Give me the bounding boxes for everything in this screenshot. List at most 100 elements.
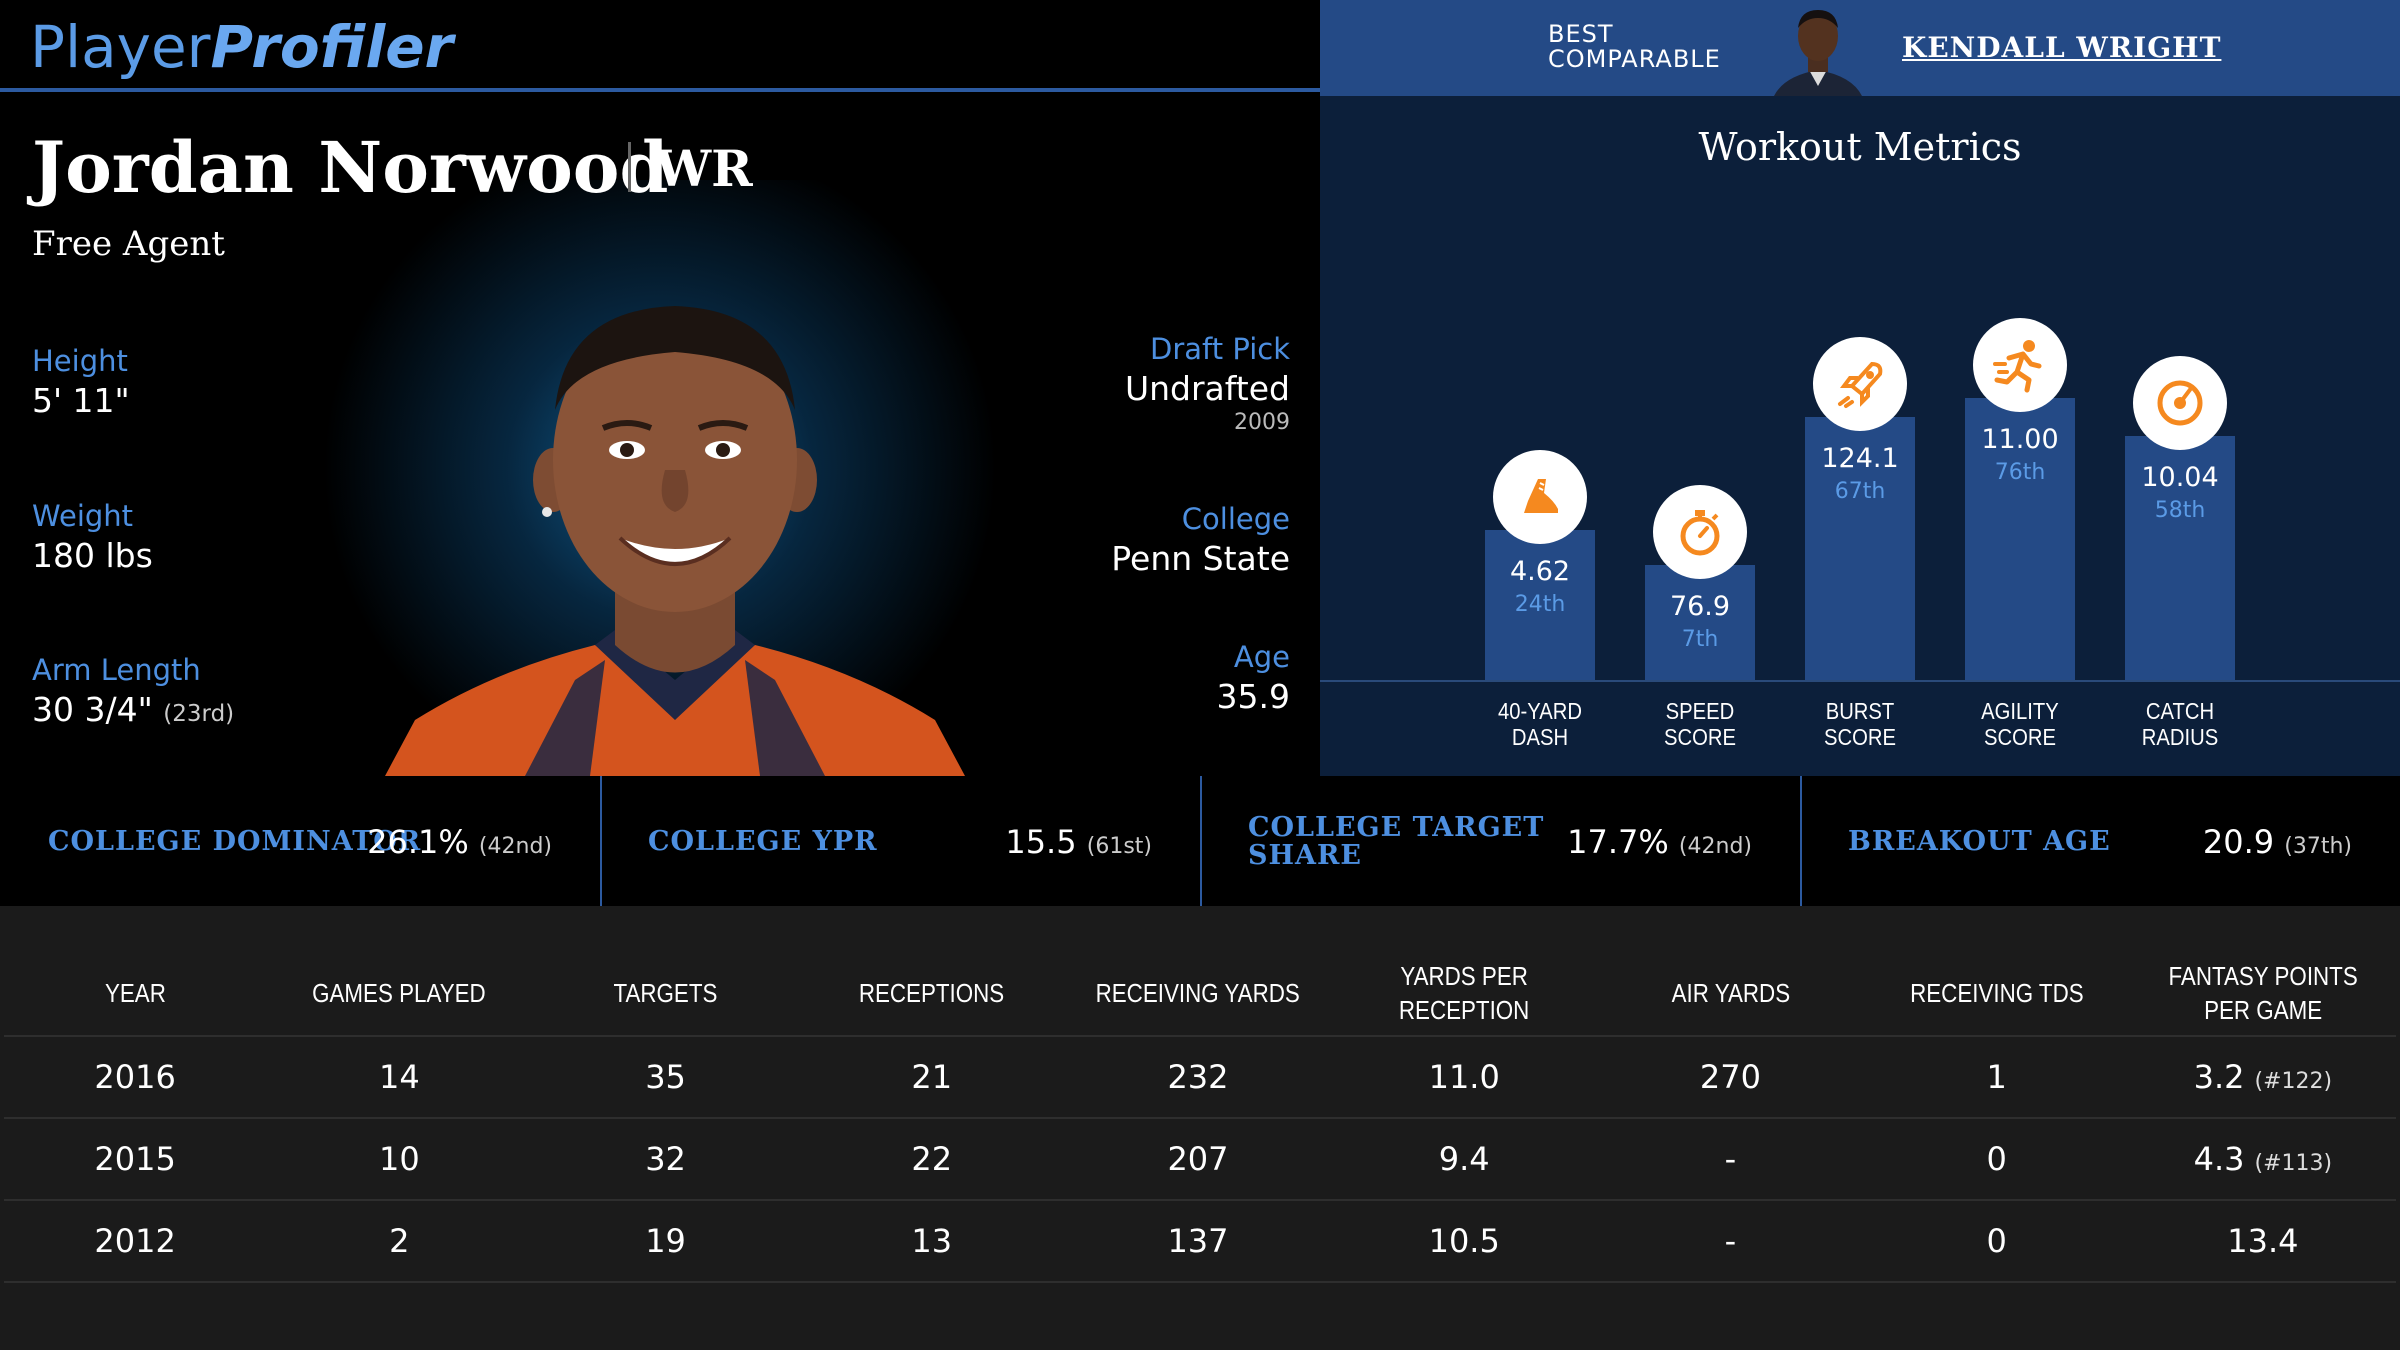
player-team: Free Agent bbox=[32, 224, 225, 264]
target-icon bbox=[2133, 356, 2227, 450]
arm-length-label: Arm Length bbox=[32, 653, 201, 687]
workout-metric-value: 124.1 bbox=[1821, 443, 1899, 474]
fpg-value: 13.4 bbox=[2227, 1222, 2299, 1260]
cell-receptions: 21 bbox=[798, 1036, 1065, 1119]
col-header-year[interactable]: YEAR bbox=[4, 950, 267, 1037]
college-label: College bbox=[1181, 502, 1290, 536]
cell-targets: 19 bbox=[532, 1200, 799, 1283]
arm-length-value-wrap: 30 3/4" (23rd) bbox=[32, 689, 332, 735]
college-stat-value: 15.5 (61st) bbox=[1005, 822, 1152, 867]
college-stat-label-line2: SHARE bbox=[1248, 840, 1362, 871]
workout-metric-label-line1: AGILITY bbox=[1981, 698, 2059, 724]
col-header-fantasy-points-per-game[interactable]: FANTASY POINTS PER GAME bbox=[2129, 950, 2396, 1037]
table-row[interactable]: 2015 10 32 22 207 9.4-0 4.3 (#113) bbox=[4, 1118, 2396, 1201]
cell-air: 270 bbox=[1597, 1036, 1864, 1119]
workout-metric-rank: 7th bbox=[1681, 627, 1719, 652]
draft-pick-label: Draft Pick bbox=[1150, 332, 1290, 366]
college-stat-label-line1: COLLEGE YPR bbox=[648, 826, 878, 857]
rocket-icon bbox=[1813, 337, 1907, 431]
cell-year: 2015 bbox=[4, 1118, 267, 1201]
arm-length-value: 30 3/4" bbox=[32, 690, 153, 729]
workout-metric-label-line2: SCORE bbox=[1984, 724, 2056, 750]
college-stat-number: 26.1% bbox=[367, 823, 479, 861]
workout-metric-2[interactable]: 76.9 7th bbox=[1645, 0, 1755, 680]
college-stat-number: 17.7% bbox=[1567, 823, 1679, 861]
cell-fpg: 13.4 bbox=[2129, 1200, 2396, 1283]
comparable-avatar[interactable] bbox=[1764, 6, 1872, 96]
best-comparable-label: BEST COMPARABLE bbox=[1548, 22, 1788, 72]
weight-value: 180 lbs bbox=[32, 536, 153, 575]
workout-metric-label-line1: CATCH bbox=[2145, 698, 2215, 724]
workout-metric-label-line2: DASH bbox=[1511, 724, 1569, 750]
college-stat-cell: COLLEGE YPR 15.5 (61st) bbox=[600, 776, 1200, 906]
table-row[interactable]: 2012 2 19 13 137 10.5-0 13.4 bbox=[4, 1200, 2396, 1283]
cell-tds: 0 bbox=[1863, 1200, 2130, 1283]
college-stat-rank: (61st) bbox=[1086, 834, 1152, 859]
col-header-receptions[interactable]: RECEPTIONS bbox=[798, 950, 1065, 1037]
workout-metric-label-line1: SPEED bbox=[1665, 698, 1735, 724]
col-header-games-played[interactable]: GAMES PLAYED bbox=[266, 950, 533, 1037]
cell-year: 2012 bbox=[4, 1200, 267, 1283]
cell-yards: 137 bbox=[1064, 1200, 1332, 1283]
table-row[interactable]: 2016 14 35 21 232 11.0 270 1 3.2 (#122) bbox=[4, 1036, 2396, 1119]
height-label: Height bbox=[32, 344, 128, 378]
workout-chart-baseline bbox=[1320, 680, 2400, 682]
college-stat-label: COLLEGE TARGET SHARE bbox=[1248, 814, 1544, 870]
college-stat-divider bbox=[1200, 776, 1202, 906]
col-header-receiving-yards[interactable]: RECEIVING YARDS bbox=[1064, 950, 1332, 1037]
col-header-receiving-tds[interactable]: RECEIVING TDS bbox=[1863, 950, 2130, 1037]
col-header-targets[interactable]: TARGETS bbox=[532, 950, 799, 1037]
workout-metric-label: SPEED SCORE bbox=[1630, 698, 1771, 750]
table-header-row: YEAR GAMES PLAYED TARGETS RECEPTIONS REC… bbox=[4, 950, 2396, 1037]
workout-bar bbox=[1965, 398, 2075, 680]
col-header-yards-per-reception[interactable]: YARDS PER RECEPTION bbox=[1331, 950, 1598, 1037]
college-stat-value: 17.7% (42nd) bbox=[1567, 822, 1752, 867]
workout-metric-label-line2: RADIUS bbox=[2141, 724, 2219, 750]
workout-metric-1[interactable]: 4.62 24th bbox=[1485, 0, 1595, 680]
college-stat-cell: COLLEGE DOMINATOR 26.1% (42nd) bbox=[0, 776, 600, 906]
college-stat-divider bbox=[600, 776, 602, 906]
workout-metric-label: CATCH RADIUS bbox=[2110, 698, 2251, 750]
fpg-value: 3.2 bbox=[2193, 1058, 2245, 1096]
cell-games: 2 bbox=[266, 1200, 533, 1283]
college-stat-rank: (42nd) bbox=[1678, 834, 1752, 859]
height-value: 5' 11" bbox=[32, 381, 130, 420]
college-stat-value: 20.9 (37th) bbox=[2203, 822, 2352, 867]
workout-metrics-title: Workout Metrics bbox=[1698, 125, 2022, 169]
college-stat-label-line1: COLLEGE TARGET bbox=[1248, 812, 1545, 843]
college-stat-label-line1: BREAKOUT AGE bbox=[1848, 826, 2111, 857]
weight-stat: Weight 180 lbs bbox=[32, 497, 332, 577]
workout-metric-4[interactable]: 11.00 76th bbox=[1965, 0, 2075, 680]
site-logo[interactable]: PlayerProfiler bbox=[30, 14, 453, 80]
cell-air: - bbox=[1597, 1200, 1864, 1283]
fpg-rank: (#122) bbox=[2254, 1069, 2333, 1094]
player-position: WR bbox=[655, 139, 753, 198]
cell-year: 2016 bbox=[4, 1036, 267, 1119]
workout-metric-rank: 24th bbox=[1514, 592, 1566, 617]
workout-metric-label-line1: 40-YARD bbox=[1498, 698, 1582, 724]
col-header-air-yards[interactable]: AIR YARDS bbox=[1597, 950, 1864, 1037]
age-value: 35.9 bbox=[1216, 677, 1290, 716]
workout-metric-label-line2: SCORE bbox=[1664, 724, 1736, 750]
cell-yards: 232 bbox=[1064, 1036, 1332, 1119]
cell-receptions: 13 bbox=[798, 1200, 1065, 1283]
best-comparable-label-line1: BEST bbox=[1548, 20, 1614, 48]
player-name: Jordan Norwood bbox=[32, 126, 669, 209]
workout-metric-5[interactable]: 10.04 58th bbox=[2125, 0, 2235, 680]
cell-tds: 0 bbox=[1863, 1118, 2130, 1201]
arm-length-rank: (23rd) bbox=[163, 701, 235, 727]
comparable-player-link[interactable]: KENDALL WRIGHT bbox=[1902, 31, 2222, 64]
player-profile-panel: PlayerProfiler Jordan Norwood WR Free Ag… bbox=[0, 0, 1320, 776]
draft-pick-stat: Draft Pick Undrafted 2009 bbox=[970, 330, 1290, 436]
workout-bar bbox=[2125, 436, 2235, 680]
college-stats-strip: COLLEGE DOMINATOR 26.1% (42nd) COLLEGE YPR… bbox=[0, 776, 2400, 906]
workout-metric-label: AGILITY SCORE bbox=[1950, 698, 2091, 750]
weight-label: Weight bbox=[32, 499, 134, 533]
workout-metric-label: 40-YARD DASH bbox=[1470, 698, 1611, 750]
cell-receptions: 22 bbox=[798, 1118, 1065, 1201]
fpg-rank: (#113) bbox=[2254, 1151, 2333, 1176]
cell-ypr: 11.0 bbox=[1331, 1036, 1598, 1119]
college-stat-value: 26.1% (42nd) bbox=[367, 822, 552, 867]
workout-metric-3[interactable]: 124.1 67th bbox=[1805, 0, 1915, 680]
college-value: Penn State bbox=[1111, 539, 1290, 578]
